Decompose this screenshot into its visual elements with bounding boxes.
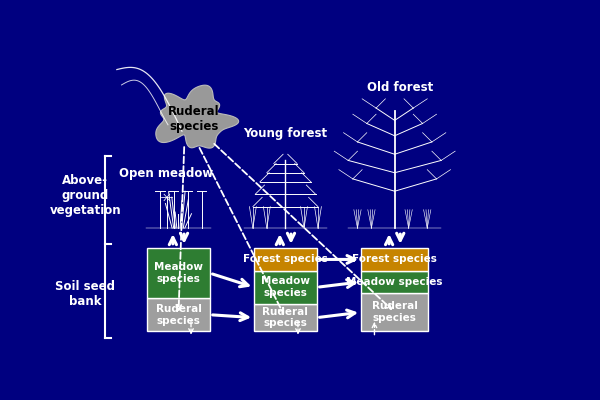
Text: Above-
ground
vegetation: Above- ground vegetation [49, 174, 121, 217]
Text: Ruderal
species: Ruderal species [372, 302, 418, 323]
Text: Young forest: Young forest [243, 128, 327, 140]
Text: Forest species: Forest species [352, 254, 437, 264]
Bar [361, 293, 428, 331]
Bar [254, 248, 317, 271]
Text: Ruderal
species: Ruderal species [155, 304, 202, 326]
Bar [147, 298, 210, 331]
Polygon shape [156, 85, 239, 148]
Text: Meadow
species: Meadow species [154, 262, 203, 284]
Text: Forest species: Forest species [243, 254, 328, 264]
Text: Soil seed
bank: Soil seed bank [55, 280, 115, 308]
Bar [254, 271, 317, 304]
Text: Old forest: Old forest [367, 81, 434, 94]
Text: Ruderal
species: Ruderal species [168, 105, 220, 133]
Text: Open meadow: Open meadow [119, 168, 213, 180]
Bar [254, 304, 317, 331]
Bar [361, 271, 428, 293]
Text: Meadow
species: Meadow species [261, 276, 310, 298]
Text: Ruderal
species: Ruderal species [262, 307, 308, 328]
Text: Meadow species: Meadow species [346, 277, 443, 287]
Bar [361, 248, 428, 271]
Bar [147, 248, 210, 298]
